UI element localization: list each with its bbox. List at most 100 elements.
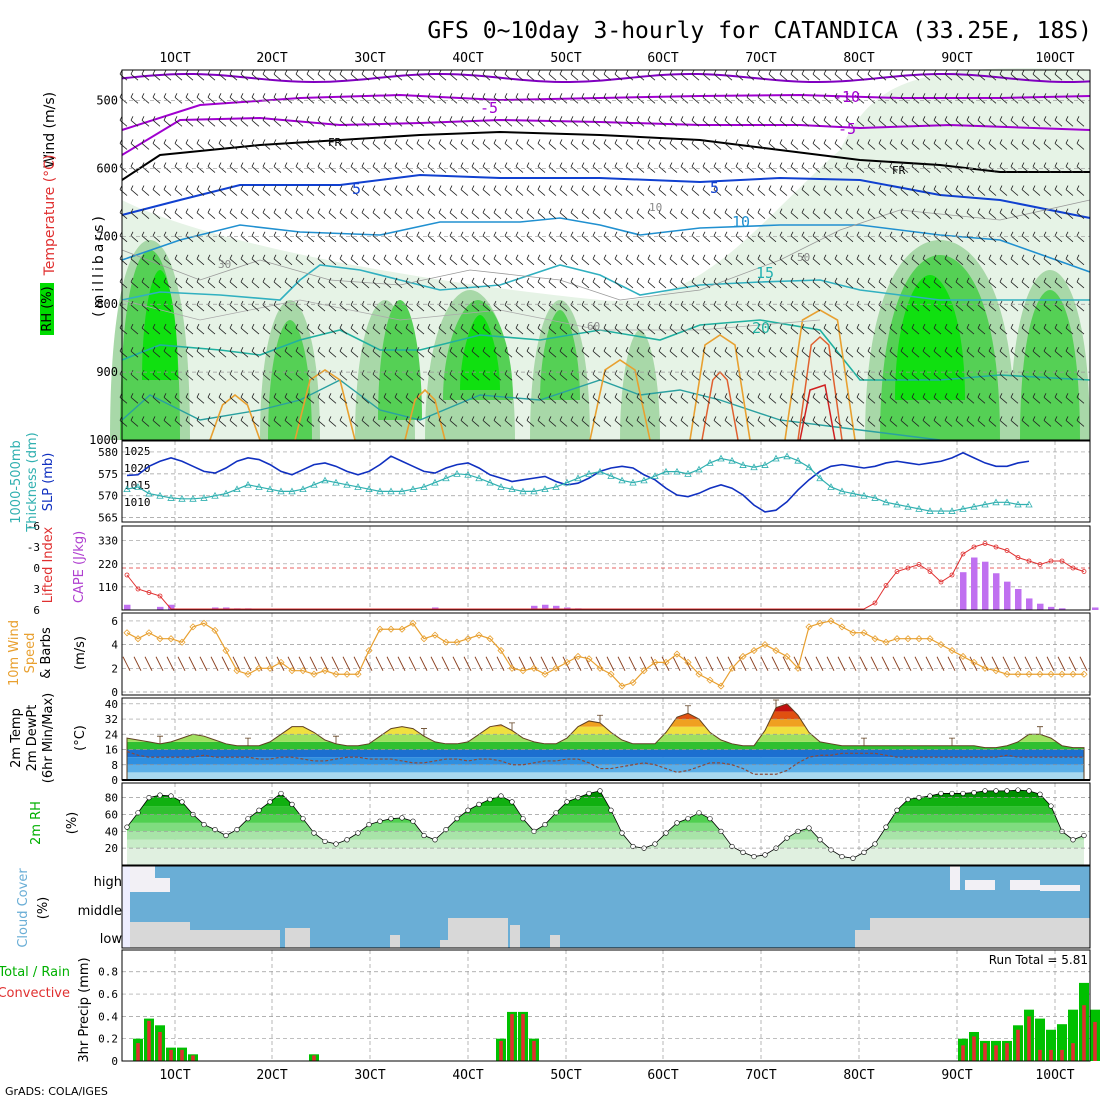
wind-marker (277, 658, 285, 666)
wind-barb-10m (188, 656, 197, 671)
wind-barb (416, 416, 425, 427)
wind-barb (581, 185, 590, 196)
wind-barb (207, 416, 216, 427)
wind-barb (537, 208, 546, 219)
wind-barb (746, 393, 755, 404)
wind-barb (977, 70, 986, 81)
wind-barb (1021, 162, 1030, 173)
wind-barb (834, 70, 843, 81)
wind-barb (768, 277, 777, 289)
pressure-tick-label: 900 (96, 365, 118, 379)
wind-barb (207, 231, 216, 243)
wind-barb (372, 208, 381, 219)
wind-barb (1076, 139, 1085, 150)
wind-barb (977, 231, 986, 243)
wind-barb (240, 70, 249, 81)
wind-barb (570, 139, 579, 150)
wind-barb (383, 116, 392, 127)
wind-marker (717, 682, 725, 690)
temp-minmax-bar (1037, 726, 1043, 735)
wind-barb (1065, 277, 1074, 289)
wind-barb (405, 393, 414, 404)
wind-barb (911, 139, 920, 150)
wind-barb (669, 93, 678, 104)
wind-barb (922, 370, 931, 381)
wind-barb (812, 416, 821, 427)
wind-barb (592, 185, 601, 196)
wind-barb (702, 139, 711, 150)
wind-barb (1054, 323, 1063, 335)
wind-barb (317, 139, 326, 150)
wind-label: Wind (m/s) (42, 92, 58, 168)
wind-marker (387, 625, 395, 633)
wind-barb (229, 70, 238, 81)
wind-barb (988, 139, 997, 150)
wind-barb (328, 185, 337, 196)
wind-barb (944, 277, 953, 289)
wind-barb (306, 231, 315, 243)
wind-barb (988, 323, 997, 335)
wind-barb (1043, 300, 1052, 312)
wind-barb (680, 393, 689, 404)
wind-barb (746, 231, 755, 243)
wind-barb (306, 208, 315, 219)
temp-band (127, 741, 1084, 750)
wind-barb (878, 393, 887, 404)
wind-barb (394, 231, 403, 243)
wind-barb (768, 346, 777, 358)
wind-tick-label: 4 (111, 639, 118, 652)
wind-barb (416, 116, 425, 127)
wind-barb (130, 393, 139, 404)
cloud-low (390, 935, 400, 948)
wind-barb (229, 277, 238, 289)
wind-marker (552, 664, 560, 672)
wind-barb-10m (386, 656, 395, 671)
wind-barb (900, 231, 909, 243)
wind-marker (596, 664, 604, 672)
wind-barb (625, 346, 634, 358)
cloud-high (1010, 880, 1040, 890)
rh-marker (454, 816, 460, 822)
wind-barb (185, 323, 194, 335)
wind-barb (999, 346, 1008, 358)
wind-barb (350, 116, 359, 127)
rh-marker (707, 816, 713, 822)
thickness-marker (453, 470, 461, 477)
wind-barb (405, 323, 414, 335)
wind-barb (614, 416, 623, 427)
wind-barb (702, 393, 711, 404)
wind-barb (449, 208, 458, 219)
wind-barb-10m (1068, 656, 1077, 671)
wind-barb (218, 346, 227, 358)
wind-barb (944, 185, 953, 196)
wind-barb-10m (210, 656, 219, 671)
wind-barb (262, 185, 271, 196)
wind-barb (636, 231, 645, 243)
wind-barb (625, 323, 634, 335)
wind-barb (592, 323, 601, 335)
wind-barb (757, 70, 766, 81)
wind-barb (207, 70, 216, 81)
chart-title: GFS 0~10day 3-hourly for CATANDICA (33.2… (427, 18, 1092, 44)
wind-barb (889, 346, 898, 358)
wind-barb (922, 70, 931, 81)
wind-barb (944, 208, 953, 219)
wind-barb (229, 346, 238, 358)
wind-barb (570, 208, 579, 219)
wind-barb (152, 254, 161, 266)
wind-marker (629, 678, 637, 687)
wind-barb (922, 139, 931, 150)
wind-barb (713, 370, 722, 381)
date-tick-bottom: 4OCT (452, 1068, 483, 1083)
wind-barb (482, 116, 491, 127)
wind-barb (944, 231, 953, 243)
wind-barb (702, 346, 711, 358)
wind-barb (240, 185, 249, 196)
wind-barb (548, 254, 557, 266)
wind-barb (174, 231, 183, 243)
wind-barb (229, 93, 238, 104)
wind-barb-10m (947, 656, 956, 671)
wind-barb (680, 116, 689, 127)
cloud-cover-panel (122, 866, 1090, 948)
wind-barb (592, 208, 601, 219)
